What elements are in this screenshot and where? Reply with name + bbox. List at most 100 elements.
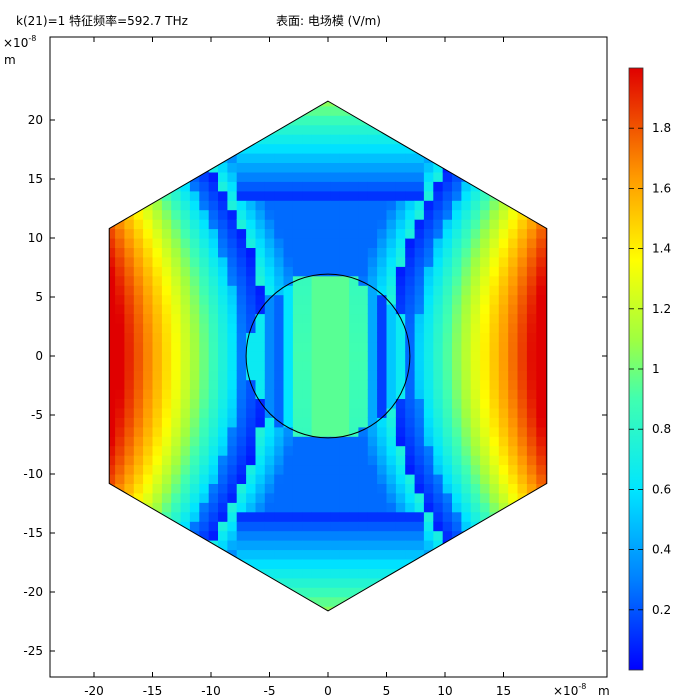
heatmap-cell (161, 209, 172, 220)
heatmap-cell (274, 549, 285, 560)
heatmap-cell (349, 530, 360, 541)
heatmap-cell (480, 275, 491, 286)
heatmap-cell (330, 266, 341, 277)
heatmap-cell (358, 483, 369, 494)
heatmap-cell (461, 464, 472, 475)
heatmap-cell (433, 332, 444, 343)
heatmap-cell (283, 530, 294, 541)
heatmap-cell (480, 238, 491, 248)
heatmap-cell (311, 209, 322, 220)
heatmap-cell (199, 209, 210, 220)
heatmap-cell (339, 568, 350, 579)
heatmap-cell (302, 238, 313, 248)
heatmap-cell (442, 521, 453, 532)
heatmap-cell (367, 360, 378, 371)
heatmap-cell (115, 426, 126, 437)
colorbar-tick-label: 0.6 (652, 482, 671, 496)
heatmap-cell (330, 483, 341, 494)
heatmap-cell (218, 304, 228, 315)
heatmap-cell (236, 426, 247, 437)
heatmap-cell (377, 285, 388, 296)
heatmap-cell (339, 502, 350, 513)
heatmap-cell (292, 124, 303, 135)
heatmap-cell (395, 266, 406, 277)
heatmap-cell (255, 209, 266, 220)
heatmap-cell (218, 238, 228, 248)
heatmap-cell (302, 209, 313, 220)
heatmap-cell (321, 436, 331, 447)
heatmap-cell (386, 266, 397, 277)
heatmap-cell (489, 370, 500, 381)
heatmap-cell (330, 332, 341, 343)
heatmap-cell (171, 341, 182, 352)
heatmap-cell (358, 256, 369, 267)
heatmap-cell (358, 577, 369, 588)
heatmap-cell (358, 313, 369, 324)
heatmap-cell (452, 360, 462, 371)
heatmap-cell (489, 464, 500, 475)
heatmap-cell (227, 389, 238, 399)
heatmap-cell (227, 238, 238, 248)
heatmap-cell (452, 511, 462, 522)
heatmap-cell (545, 304, 547, 315)
heatmap-cell (367, 228, 378, 239)
heatmap-cell (302, 436, 313, 447)
heatmap-cell (480, 247, 491, 258)
heatmap-cell (283, 474, 294, 484)
heatmap-cell (442, 474, 453, 484)
heatmap-cell (526, 389, 537, 399)
heatmap-cell (199, 492, 210, 503)
heatmap-cell (180, 360, 191, 371)
heatmap-cell (545, 455, 547, 466)
heatmap-cell (330, 200, 341, 211)
heatmap-cell (161, 483, 172, 494)
heatmap-cell (452, 389, 462, 399)
heatmap-cell (461, 417, 472, 428)
heatmap-cell (171, 436, 182, 447)
heatmap-cell (367, 153, 378, 163)
heatmap-cell (180, 511, 191, 522)
heatmap-cell (480, 313, 491, 324)
heatmap-cell (433, 247, 444, 258)
heatmap-cell (292, 379, 303, 390)
heatmap-cell (489, 389, 500, 399)
heatmap-cell (189, 398, 200, 409)
eigenfrequency-title: k(21)=1 特征频率=592.7 THz (16, 13, 188, 28)
heatmap-cell (433, 407, 444, 418)
heatmap-cell (330, 351, 341, 362)
heatmap-cell (395, 256, 406, 267)
heatmap-cell (208, 370, 219, 381)
heatmap-cell (133, 313, 144, 324)
heatmap-cell (274, 275, 285, 286)
heatmap-cell (470, 313, 481, 324)
heatmap-cell (180, 341, 191, 352)
heatmap-cell (227, 256, 238, 267)
heatmap-cell (367, 577, 378, 588)
heatmap-cell (321, 502, 331, 513)
heatmap-cell (489, 417, 500, 428)
heatmap-cell (498, 228, 509, 239)
heatmap-cell (236, 549, 247, 560)
heatmap-cell (433, 521, 444, 532)
heatmap-cell (536, 398, 547, 409)
heatmap-cell (208, 483, 219, 494)
heatmap-cell (311, 549, 322, 560)
heatmap-cell (236, 190, 247, 201)
heatmap-cell (161, 275, 172, 286)
heatmap-cell (339, 313, 350, 324)
heatmap-cell (292, 228, 303, 239)
heatmap-cell (405, 511, 416, 522)
heatmap-cell (180, 436, 191, 447)
heatmap-cell (311, 577, 322, 588)
heatmap-cell (526, 228, 537, 239)
heatmap-cell (264, 313, 275, 324)
heatmap-cell (423, 530, 434, 541)
heatmap-cell (358, 304, 369, 315)
heatmap-cell (171, 455, 182, 466)
heatmap-cell (498, 351, 509, 362)
heatmap-cell (321, 606, 331, 611)
heatmap-cell (517, 304, 528, 315)
heatmap-cell (349, 266, 360, 277)
heatmap-cell (171, 275, 182, 286)
heatmap-cell (283, 200, 294, 211)
